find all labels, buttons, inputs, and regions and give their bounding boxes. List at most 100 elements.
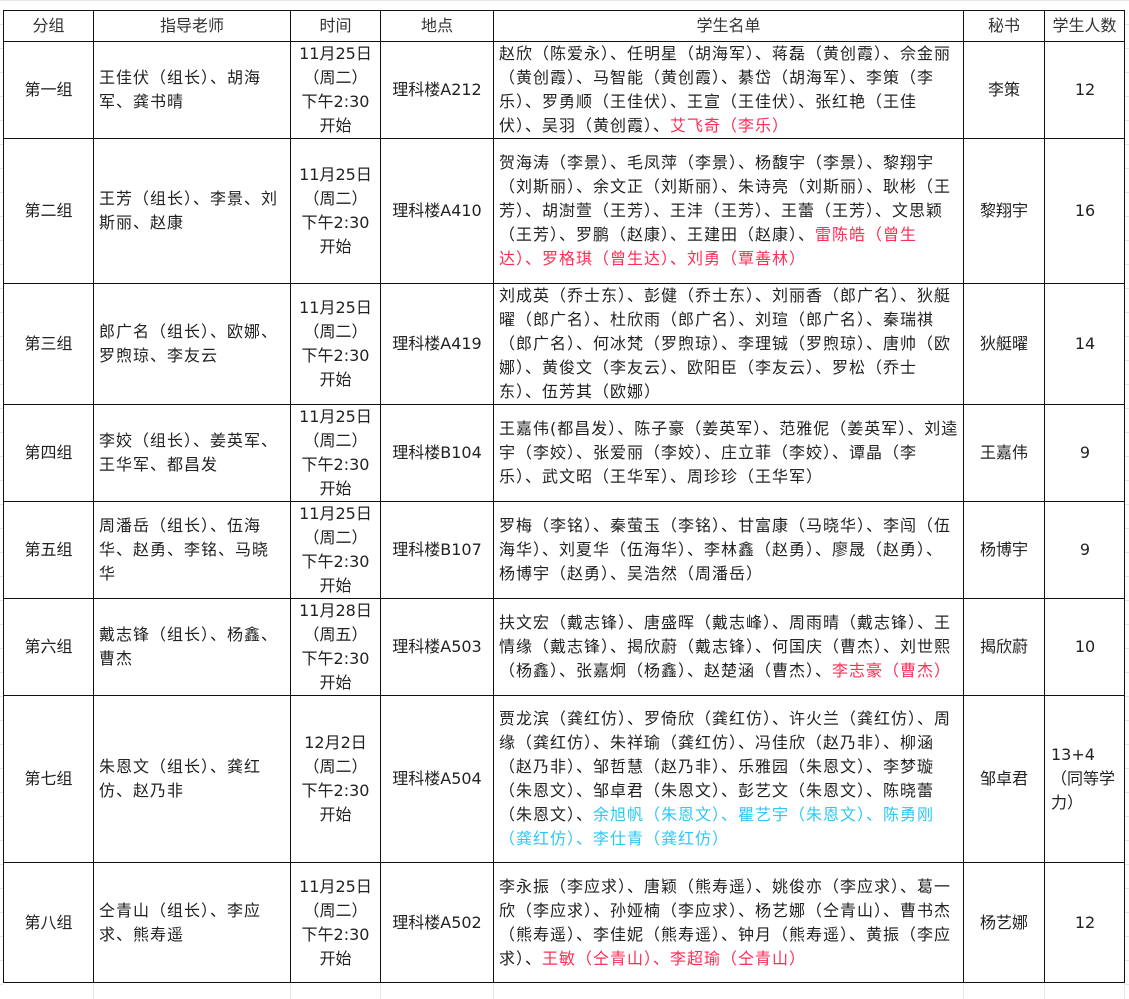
student-count-cell[interactable]: 13+4（同等学力） xyxy=(1044,695,1125,863)
time-line: 11月25日 xyxy=(299,407,372,426)
teachers-cell[interactable]: 王芳（组长）、李景、刘斯丽、赵康 xyxy=(93,138,291,284)
secretary-cell[interactable]: 王嘉伟 xyxy=(963,404,1045,502)
place-cell[interactable]: 理科楼A419 xyxy=(380,283,494,405)
time-cell[interactable]: 12月2日 （周二） 下午2:30 开始 xyxy=(290,695,381,863)
header-teachers[interactable]: 指导老师 xyxy=(93,10,291,42)
time-line: （周二） xyxy=(303,900,368,920)
students-cell[interactable]: 王嘉伟(都昌发）、陈子豪（姜英军）、范雅伲（姜英军）、刘逵宇（李姣）、张爱丽（李… xyxy=(493,404,964,502)
group-cell[interactable]: 第一组 xyxy=(3,41,94,139)
students-cell[interactable]: 李永振（李应求）、唐颖（熊寿遥）、姚俊亦（李应求）、葛一欣（李应求）、孙娅楠（李… xyxy=(493,862,964,983)
empty-cell[interactable] xyxy=(93,982,291,999)
time-line: 下午2:30 xyxy=(301,346,370,365)
secretary-cell[interactable]: 杨艺娜 xyxy=(963,862,1045,983)
time-line: 11月25日 xyxy=(299,165,372,184)
teachers-cell[interactable]: 仝青山（组长）、李应求、熊寿遥 xyxy=(93,862,291,983)
secretary-cell[interactable]: 李策 xyxy=(963,41,1045,139)
student-count-cell[interactable]: 16 xyxy=(1044,138,1125,284)
group-cell[interactable]: 第二组 xyxy=(3,138,94,284)
time-line: （周五） xyxy=(303,625,368,644)
time-line: 开始 xyxy=(319,237,352,256)
empty-cell[interactable] xyxy=(493,982,964,999)
group-cell[interactable]: 第八组 xyxy=(3,862,94,983)
group-cell[interactable]: 第六组 xyxy=(3,598,94,696)
time-line: 开始 xyxy=(319,370,352,389)
header-group[interactable]: 分组 xyxy=(3,10,94,42)
empty-cell[interactable] xyxy=(3,982,94,999)
time-cell[interactable]: 11月25日 （周二） 下午2:30 开始 xyxy=(290,501,381,599)
group-cell[interactable]: 第四组 xyxy=(3,404,94,502)
teachers-cell[interactable]: 戴志锋（组长）、杨鑫、曹杰 xyxy=(93,598,291,696)
time-line: 11月25日 xyxy=(299,298,372,317)
header-secretary[interactable]: 秘书 xyxy=(963,10,1045,42)
secretary-cell[interactable]: 黎翔宇 xyxy=(963,138,1045,284)
teachers-cell[interactable]: 朱恩文（组长）、龚红仿、赵乃非 xyxy=(93,695,291,863)
student-count-cell[interactable]: 9 xyxy=(1044,501,1125,599)
secretary-cell[interactable]: 狄艇曜 xyxy=(963,283,1045,405)
empty-cell[interactable] xyxy=(1044,982,1125,999)
time-cell[interactable]: 11月25日 （周二） 下午2:30 开始 xyxy=(290,41,381,139)
student-segment-normal: 扶文宏（戴志锋）、唐盛晖（戴志峰）、周雨晴（戴志锋）、王情缘（戴志锋）、揭欣蔚（… xyxy=(499,613,952,680)
student-segment-red: 艾飞奇（李乐） xyxy=(670,116,790,135)
time-line: 下午2:30 xyxy=(301,552,370,571)
group-cell[interactable]: 第五组 xyxy=(3,501,94,599)
time-line: 开始 xyxy=(319,116,352,135)
time-cell[interactable]: 11月28日 （周五） 下午2:30 开始 xyxy=(290,598,381,696)
time-cell[interactable]: 11月25日 （周二） 下午2:30 开始 xyxy=(290,138,381,284)
student-segment-normal: 刘成英（乔士东）、彭健（乔士东）、刘丽香（郎广名）、狄艇曜（郎广名）、杜欣雨（郎… xyxy=(499,286,952,401)
place-cell[interactable]: 理科楼B107 xyxy=(380,501,494,599)
student-count-cell[interactable]: 9 xyxy=(1044,404,1125,502)
header-place[interactable]: 地点 xyxy=(380,10,494,42)
students-cell[interactable]: 赵欣（陈爱永）、任明星（胡海军）、蒋磊（黄创霞）、佘金丽（黄创霞）、马智能（黄创… xyxy=(493,41,964,139)
time-line: 开始 xyxy=(319,479,352,498)
student-segment-normal: 罗梅（李铭）、秦萤玉（李铭）、甘富康（马晓华）、李闯（伍海华）、刘夏华（伍海华）… xyxy=(499,516,952,583)
secretary-cell[interactable]: 杨博宇 xyxy=(963,501,1045,599)
place-cell[interactable]: 理科楼A410 xyxy=(380,138,494,284)
students-cell[interactable]: 刘成英（乔士东）、彭健（乔士东）、刘丽香（郎广名）、狄艇曜（郎广名）、杜欣雨（郎… xyxy=(493,283,964,405)
student-count-cell[interactable]: 14 xyxy=(1044,283,1125,405)
student-count-cell[interactable]: 12 xyxy=(1044,862,1125,983)
place-cell[interactable]: 理科楼A212 xyxy=(380,41,494,139)
time-line: （周二） xyxy=(303,757,368,776)
student-count-cell[interactable]: 12 xyxy=(1044,41,1125,139)
teachers-cell[interactable]: 李姣（组长）、姜英军、王华军、都昌发 xyxy=(93,404,291,502)
place-cell[interactable]: 理科楼A504 xyxy=(380,695,494,863)
secretary-cell[interactable]: 邹卓君 xyxy=(963,695,1045,863)
student-segment-red: 李志豪（曹杰） xyxy=(832,661,952,680)
time-line: 开始 xyxy=(319,673,352,692)
time-line: （周二） xyxy=(303,322,368,341)
students-cell[interactable]: 贺海涛（李景）、毛凤萍（李景）、杨馥宇（李景）、黎翔宇（刘斯丽）、余文正（刘斯丽… xyxy=(493,138,964,284)
time-cell[interactable]: 11月25日 （周二） 下午2:30 开始 xyxy=(290,283,381,405)
students-cell[interactable]: 贾龙滨（龚红仿）、罗倚欣（龚红仿）、许火兰（龚红仿）、周缘（龚红仿）、朱祥瑜（龚… xyxy=(493,695,964,863)
time-line: 11月28日 xyxy=(299,601,372,620)
student-segment-normal: 贺海涛（李景）、毛凤萍（李景）、杨馥宇（李景）、黎翔宇（刘斯丽）、余文正（刘斯丽… xyxy=(499,153,952,244)
student-count-cell[interactable]: 10 xyxy=(1044,598,1125,696)
teachers-cell[interactable]: 周潘岳（组长）、伍海华、赵勇、李铭、马晓华 xyxy=(93,501,291,599)
teachers-cell[interactable]: 王佳伏（组长）、胡海军、龚书晴 xyxy=(93,41,291,139)
group-cell[interactable]: 第七组 xyxy=(3,695,94,863)
table-row: 第四组 李姣（组长）、姜英军、王华军、都昌发 11月25日 （周二） 下午2:30 开始 理… xyxy=(3,404,1125,502)
time-line: （周二） xyxy=(303,431,368,450)
time-line: （周二） xyxy=(303,68,368,87)
time-cell[interactable]: 11月25日 （周二） 下午2:30 开始 xyxy=(290,404,381,502)
place-cell[interactable]: 理科楼A503 xyxy=(380,598,494,696)
teachers-cell[interactable]: 郎广名（组长）、欧娜、罗煦琼、李友云 xyxy=(93,283,291,405)
group-cell[interactable]: 第三组 xyxy=(3,283,94,405)
place-cell[interactable]: 理科楼B104 xyxy=(380,404,494,502)
time-cell[interactable]: 11月25日 （周二） 下午2:30 开始 xyxy=(290,862,381,983)
empty-cell[interactable] xyxy=(380,982,494,999)
table-row: 第八组 仝青山（组长）、李应求、熊寿遥 11月25日 （周二） 下午2:30 开始 理科楼A… xyxy=(3,862,1125,983)
header-count[interactable]: 学生人数 xyxy=(1044,10,1125,42)
time-line: 开始 xyxy=(319,948,352,968)
time-line: 开始 xyxy=(319,576,352,595)
time-line: 开始 xyxy=(319,805,352,824)
time-line: 12月2日 xyxy=(304,733,367,752)
students-cell[interactable]: 罗梅（李铭）、秦萤玉（李铭）、甘富康（马晓华）、李闯（伍海华）、刘夏华（伍海华）… xyxy=(493,501,964,599)
header-time[interactable]: 时间 xyxy=(290,10,381,42)
empty-cell[interactable] xyxy=(963,982,1045,999)
empty-cell[interactable] xyxy=(290,982,381,999)
place-cell[interactable]: 理科楼A502 xyxy=(380,862,494,983)
time-line: （周二） xyxy=(303,528,368,547)
students-cell[interactable]: 扶文宏（戴志锋）、唐盛晖（戴志峰）、周雨晴（戴志锋）、王情缘（戴志锋）、揭欣蔚（… xyxy=(493,598,964,696)
header-students[interactable]: 学生名单 xyxy=(493,10,964,42)
secretary-cell[interactable]: 揭欣蔚 xyxy=(963,598,1045,696)
